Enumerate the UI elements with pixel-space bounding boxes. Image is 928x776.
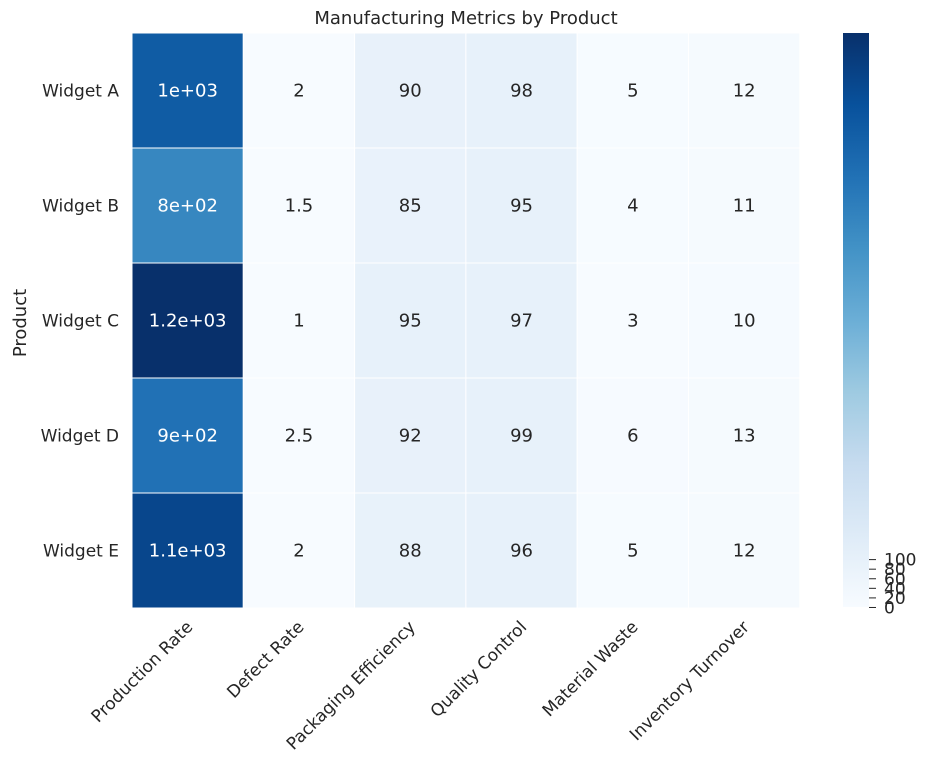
colorbar-tick-label: 0 xyxy=(884,598,895,618)
cell-value-label: 99 xyxy=(510,426,533,447)
heatmap-cell xyxy=(131,492,244,609)
heatmap-cell xyxy=(354,377,467,494)
column-label: Inventory Turnover xyxy=(626,617,754,745)
cell-value-label: 95 xyxy=(510,196,533,217)
cell-value-label: 12 xyxy=(733,81,756,102)
chart-title: Manufacturing Metrics by Product xyxy=(314,8,617,29)
heatmap-cell xyxy=(131,377,244,494)
row-label: Widget B xyxy=(42,197,119,217)
heatmap-cell xyxy=(576,32,690,149)
cell-value-label: 4 xyxy=(627,196,638,217)
cell-value-label: 1.5 xyxy=(285,196,314,217)
cell-value-label: 9e+02 xyxy=(157,426,218,447)
colorbar-tick-label: 80 xyxy=(884,560,906,580)
cell-value-label: 3 xyxy=(627,311,638,332)
heatmap-cell xyxy=(688,147,801,264)
heatmap-cell xyxy=(576,262,690,379)
cell-value-label: 12 xyxy=(733,541,756,562)
cell-value-label: 98 xyxy=(510,81,533,102)
cell-value-label: 5 xyxy=(627,81,638,102)
cell-value-label: 96 xyxy=(510,541,533,562)
cell-value-label: 8e+02 xyxy=(157,196,218,217)
heatmap-cell xyxy=(131,262,244,379)
cell-value-label: 88 xyxy=(399,541,422,562)
cell-value-label: 95 xyxy=(399,311,422,332)
cell-value-label: 92 xyxy=(399,426,422,447)
row-label: Widget E xyxy=(43,542,119,562)
heatmap-cell xyxy=(131,32,244,149)
heatmap-cell xyxy=(354,492,467,609)
colorbar xyxy=(843,33,869,607)
cell-value-label: 2 xyxy=(293,541,304,562)
cell-value-label: 1.1e+03 xyxy=(149,541,227,562)
heatmap-cell xyxy=(688,377,801,494)
heatmap-cell xyxy=(576,492,690,609)
row-label: Widget A xyxy=(42,82,119,102)
heatmap-cell xyxy=(354,32,467,149)
cell-value-label: 97 xyxy=(510,311,533,332)
heatmap-cell xyxy=(688,32,801,149)
cell-value-label: 2 xyxy=(293,81,304,102)
heatmap-cell xyxy=(242,147,356,264)
colorbar-tick-label: 20 xyxy=(884,589,906,609)
row-label: Widget C xyxy=(42,312,119,332)
cell-value-label: 5 xyxy=(627,541,638,562)
heatmap-cell xyxy=(242,377,356,494)
heatmap-cell xyxy=(465,32,578,149)
cell-value-label: 1 xyxy=(293,311,304,332)
cell-value-label: 1.2e+03 xyxy=(149,311,227,332)
cell-value-label: 13 xyxy=(733,426,756,447)
heatmap-cell xyxy=(465,262,578,379)
heatmap-cells: 1e+03 2 90 98 5 12 8e+02 1.5 85 95 4 11 1.2e+03 1 95 97… xyxy=(131,32,801,609)
colorbar-tick-label: 60 xyxy=(884,570,906,590)
column-label: Material Waste xyxy=(539,617,643,721)
cell-value-label: 6 xyxy=(627,426,638,447)
heatmap-cell xyxy=(465,377,578,494)
heatmap-cell xyxy=(465,147,578,264)
heatmap-cell xyxy=(688,492,801,609)
cell-value-label: 85 xyxy=(399,196,422,217)
cell-value-label: 10 xyxy=(733,311,756,332)
cell-value-label: 2.5 xyxy=(285,426,314,447)
column-label: Production Rate xyxy=(88,617,197,726)
column-label: Defect Rate xyxy=(223,617,308,702)
column-label: Packaging Efficiency xyxy=(283,617,420,754)
heatmap-cell xyxy=(242,32,356,149)
row-labels: Widget A Widget B Widget C Widget D Widget E xyxy=(41,82,120,562)
heatmap-cell xyxy=(465,492,578,609)
cell-value-label: 1e+03 xyxy=(157,81,218,102)
colorbar-tick-label: 40 xyxy=(884,579,906,599)
row-label: Widget D xyxy=(41,427,119,447)
heatmap-cell xyxy=(576,377,690,494)
heatmap-cell xyxy=(354,262,467,379)
heatmap-cell xyxy=(242,262,356,379)
column-label: Quality Control xyxy=(427,617,531,721)
y-axis-label: Product xyxy=(10,289,31,357)
colorbar-tick-label: 100 xyxy=(884,551,916,571)
cell-value-label: 11 xyxy=(733,196,756,217)
heatmap-cell xyxy=(688,262,801,379)
cell-value-label: 90 xyxy=(399,81,422,102)
